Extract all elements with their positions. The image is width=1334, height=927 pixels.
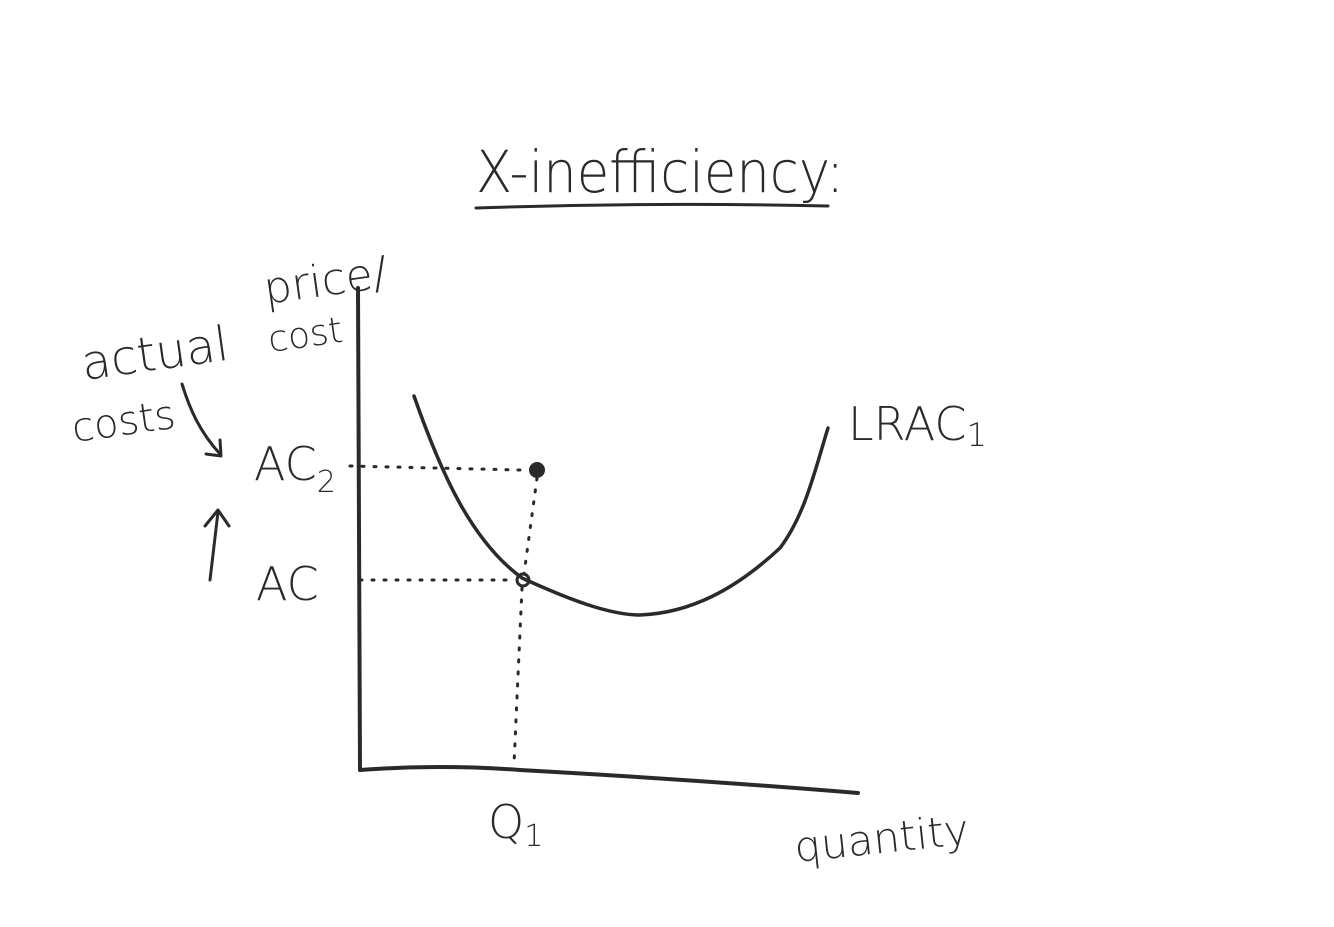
ac-label: AC bbox=[256, 557, 319, 611]
efficient-cost-point bbox=[515, 572, 531, 588]
actual-cost-point bbox=[529, 462, 545, 478]
increase-arrow bbox=[208, 510, 220, 582]
annotation-arrow bbox=[180, 382, 222, 456]
vertical-gap-line bbox=[522, 476, 539, 576]
x-axis-label: quantity bbox=[792, 805, 971, 872]
q1-guide-line bbox=[512, 586, 524, 766]
q1-label-text: Q bbox=[488, 795, 524, 849]
y-axis-label-line1: price/ bbox=[260, 247, 390, 315]
annotation-arrow-head bbox=[204, 438, 223, 458]
x-axis bbox=[358, 765, 860, 795]
increase-arrow-head bbox=[203, 508, 231, 528]
annotation-line2: costs bbox=[69, 392, 178, 452]
lrac-curve bbox=[412, 394, 830, 617]
ac2-label-subscript: 2 bbox=[317, 465, 336, 500]
lrac-label-text: LRAC bbox=[848, 397, 967, 451]
ac2-label-text: AC bbox=[254, 437, 317, 491]
diagram-title: X-inefficiency: bbox=[476, 138, 844, 206]
lrac-curve-label: LRAC1 bbox=[848, 397, 987, 454]
lrac-label-subscript: 1 bbox=[967, 416, 987, 454]
q1-label-subscript: 1 bbox=[524, 819, 543, 854]
title-underline bbox=[474, 202, 830, 210]
y-axis bbox=[356, 286, 362, 772]
q1-label: Q1 bbox=[488, 795, 543, 854]
annotation-line1: actual bbox=[78, 316, 232, 392]
ac2-label: AC2 bbox=[254, 437, 336, 500]
y-axis-label-line2: cost bbox=[266, 310, 346, 361]
ac2-guide-line bbox=[348, 464, 522, 472]
